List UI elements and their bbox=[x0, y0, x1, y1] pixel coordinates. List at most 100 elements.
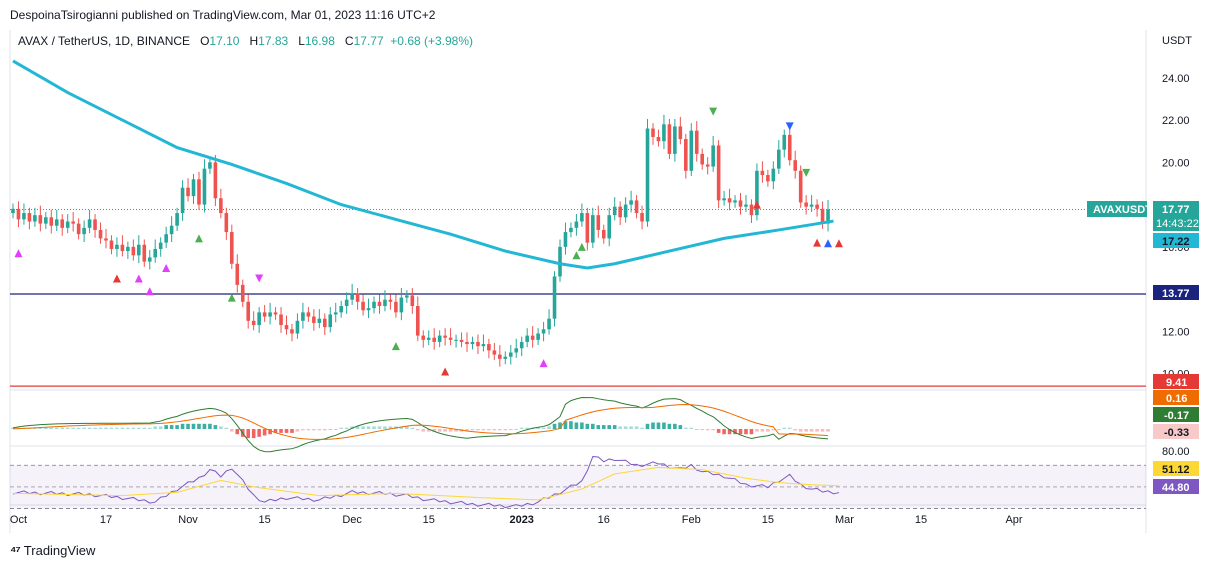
candle-body bbox=[219, 198, 223, 214]
moving-average-line[interactable] bbox=[12, 59, 834, 270]
blue-up-marker bbox=[824, 239, 833, 248]
candle-body bbox=[82, 227, 86, 235]
macd-histogram-bar bbox=[585, 423, 590, 429]
candle-body bbox=[787, 134, 792, 161]
candle-body bbox=[437, 335, 442, 342]
macd-histogram-bar bbox=[547, 426, 551, 429]
rsi-80-tick: 80.00 bbox=[1162, 446, 1190, 458]
candle-body bbox=[432, 337, 436, 342]
candle-body bbox=[235, 263, 240, 285]
candle-body bbox=[131, 246, 136, 256]
candle-body bbox=[71, 221, 75, 224]
candle-body bbox=[361, 301, 365, 311]
macd-histogram-bar bbox=[131, 427, 136, 429]
red-up-marker bbox=[834, 239, 843, 248]
time-tick: 15 bbox=[915, 514, 927, 526]
candle-body bbox=[607, 215, 612, 239]
candle-body bbox=[284, 325, 289, 330]
candle-body bbox=[558, 246, 562, 277]
candle-body bbox=[186, 187, 190, 197]
candle-body bbox=[749, 204, 754, 216]
macd-histogram-bar bbox=[678, 425, 683, 429]
candle-body bbox=[137, 244, 141, 256]
purple-down-marker bbox=[255, 274, 264, 283]
close-value: 17.77 bbox=[353, 34, 384, 48]
macd-histogram-bar bbox=[405, 426, 409, 429]
macd-histogram-bar bbox=[580, 422, 584, 429]
macd-histogram-bar bbox=[558, 422, 562, 429]
macd-histogram-bar bbox=[508, 429, 513, 430]
candle-body bbox=[93, 219, 97, 230]
macd-histogram-bar bbox=[104, 427, 108, 429]
candle-body bbox=[11, 208, 15, 214]
candle-body bbox=[738, 200, 743, 207]
blue-down-marker bbox=[785, 122, 794, 131]
price-tick: 24.00 bbox=[1162, 73, 1190, 85]
macd-histogram-bar bbox=[623, 426, 628, 429]
candle-body bbox=[585, 213, 590, 243]
time-tick: 15 bbox=[762, 514, 774, 526]
candle-body bbox=[295, 320, 300, 334]
candle-body bbox=[394, 301, 398, 313]
candle-body bbox=[530, 335, 535, 340]
macd-histogram-bar bbox=[487, 429, 491, 431]
candle-body bbox=[33, 215, 37, 222]
candle-body bbox=[312, 316, 316, 323]
macd-histogram-bar bbox=[410, 427, 415, 429]
candle-body bbox=[104, 238, 108, 241]
candle-body bbox=[54, 219, 59, 226]
macd-histogram-bar bbox=[109, 427, 114, 429]
candle-body bbox=[744, 204, 748, 207]
candle-body bbox=[355, 293, 360, 302]
macd-histogram-bar bbox=[175, 425, 179, 429]
candle-body bbox=[503, 356, 508, 359]
macd-histogram-bar bbox=[137, 427, 141, 429]
candle-body bbox=[328, 314, 333, 328]
macd-histogram-bar bbox=[38, 427, 43, 429]
macd-histogram-bar bbox=[694, 429, 699, 430]
candle-body bbox=[476, 341, 480, 347]
macd-histogram-bar bbox=[662, 422, 666, 429]
time-tick: 17 bbox=[100, 514, 112, 526]
macd-panel bbox=[11, 421, 830, 439]
macd-histogram-bar bbox=[744, 429, 748, 435]
purple-up-marker bbox=[162, 263, 171, 272]
candle-body bbox=[240, 284, 245, 302]
macd-histogram-bar bbox=[377, 426, 382, 429]
symbol-legend[interactable]: AVAX / TetherUS, 1D, BINANCE O17.10 H17.… bbox=[18, 34, 473, 48]
macd-histogram-bar bbox=[339, 427, 343, 429]
candle-body bbox=[372, 301, 376, 309]
macd-histogram-bar bbox=[519, 427, 524, 429]
candle-body bbox=[366, 308, 371, 311]
candle-body bbox=[645, 128, 650, 222]
candle-body bbox=[454, 339, 458, 341]
candle-body bbox=[49, 217, 54, 226]
candle-body bbox=[826, 209, 830, 224]
green-up-marker bbox=[227, 293, 236, 302]
tradingview-footer[interactable]: ⁴⁷ TradingView bbox=[10, 543, 95, 558]
macd-histogram-bar bbox=[197, 423, 201, 429]
candle-body bbox=[224, 213, 229, 233]
candle-body bbox=[230, 232, 234, 264]
symbol-name[interactable]: AVAX / TetherUS, 1D, BINANCE bbox=[18, 34, 191, 48]
candle-body bbox=[158, 242, 163, 249]
macd-histogram-bar bbox=[782, 427, 787, 429]
macd-histogram-bar bbox=[749, 429, 754, 435]
candle-body bbox=[344, 299, 349, 307]
macd-histogram-bar bbox=[705, 429, 710, 431]
time-tick: 15 bbox=[423, 514, 435, 526]
candle-body bbox=[44, 217, 48, 224]
purple-up-marker bbox=[145, 287, 154, 296]
macd-histogram-bar bbox=[71, 427, 75, 429]
macd-histogram-bar bbox=[355, 426, 360, 429]
candle-body bbox=[257, 312, 261, 326]
candle-body bbox=[175, 213, 179, 226]
macd-histogram-bar bbox=[202, 423, 207, 429]
candle-body bbox=[705, 164, 710, 167]
macd-histogram-bar bbox=[87, 427, 92, 429]
price-tick: 22.00 bbox=[1162, 115, 1190, 127]
candle-body bbox=[673, 126, 677, 154]
candle-body bbox=[273, 312, 278, 315]
macd-histogram-bar bbox=[503, 429, 508, 431]
